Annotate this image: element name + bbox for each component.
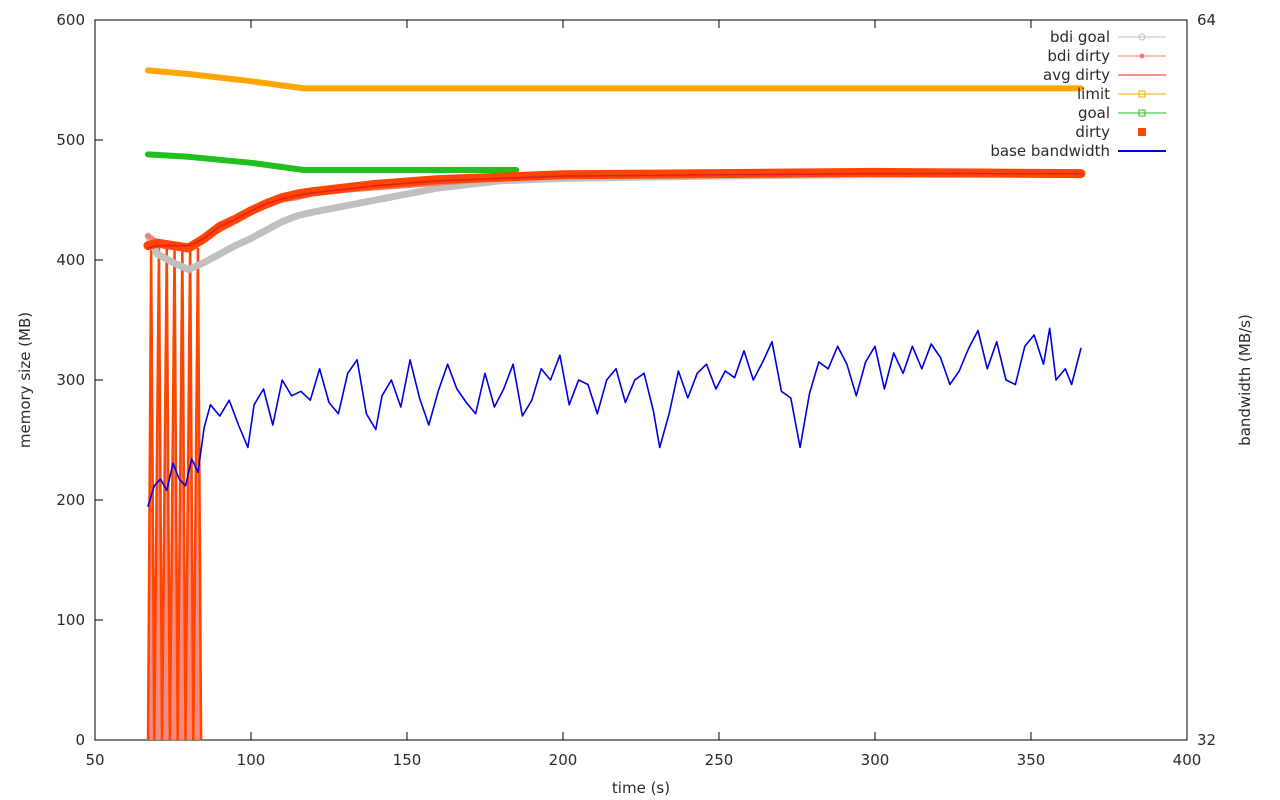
x-axis-label: time (s) (612, 779, 670, 797)
y-tick-label: 100 (56, 611, 85, 629)
x-tick-label: 200 (549, 751, 578, 769)
series-line-avg-dirty (147, 172, 1082, 249)
y-tick-label: 0 (75, 731, 85, 749)
series-line-base-bandwidth (147, 327, 1082, 507)
y2-axis: 32 64 (1179, 11, 1216, 749)
legend-label-avg-dirty: avg dirty (1043, 66, 1110, 84)
x-tick-label: 50 (85, 751, 104, 769)
legend-marker-bdi-goal (1138, 33, 1146, 41)
x-tick-label: 150 (393, 751, 422, 769)
plot-area (143, 67, 1086, 741)
plot-frame (94, 19, 1188, 741)
y-tick-label: 600 (56, 11, 85, 29)
series-line-limit (145, 67, 1084, 92)
y-tick-label: 500 (56, 131, 85, 149)
legend-label-dirty: dirty (1075, 123, 1110, 141)
x-tick-label: 100 (237, 751, 266, 769)
y-tick-label: 200 (56, 491, 85, 509)
series-line-dirty (143, 167, 1086, 253)
legend-label-limit: limit (1077, 85, 1110, 103)
legend-label-base-bandwidth: base bandwidth (990, 142, 1110, 160)
y-tick-label: 400 (56, 251, 85, 269)
legend-label-bdi-dirty: bdi dirty (1047, 47, 1110, 65)
legend-label-bdi-goal: bdi goal (1050, 28, 1110, 46)
y-axis-label: memory size (MB) (16, 312, 34, 448)
legend-marker-goal (1138, 109, 1146, 117)
x-tick-label: 350 (1017, 751, 1046, 769)
y2-axis-label: bandwidth (MB/s) (1236, 314, 1254, 446)
legend-label-goal: goal (1078, 104, 1110, 122)
y2-tick-label: 32 (1197, 731, 1216, 749)
y-tick-label: 300 (56, 371, 85, 389)
y2-tick-label: 64 (1197, 11, 1216, 29)
series-line-goal (145, 151, 520, 173)
series-line-bdi-dirty (145, 169, 1084, 251)
x-axis: 50 100 150 200 250 300 350 400 (85, 20, 1201, 769)
legend-marker-bdi-dirty (1139, 53, 1145, 59)
x-tick-label: 300 (861, 751, 890, 769)
legend-marker-dirty (1138, 128, 1146, 136)
x-tick-label: 400 (1173, 751, 1202, 769)
x-tick-label: 250 (705, 751, 734, 769)
legend-marker-limit (1138, 90, 1146, 98)
series-line-bdi-goal (144, 170, 1085, 274)
y-axis: 0 100 200 300 400 500 600 (56, 11, 103, 749)
